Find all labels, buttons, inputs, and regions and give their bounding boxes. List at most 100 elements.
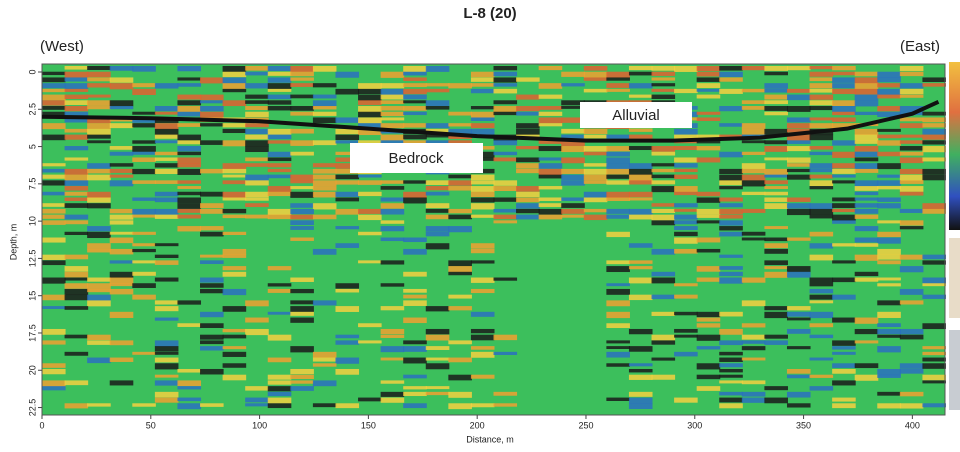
texture bbox=[222, 128, 247, 134]
texture bbox=[809, 288, 834, 294]
texture bbox=[922, 134, 946, 140]
texture bbox=[832, 83, 856, 89]
texture bbox=[109, 100, 134, 107]
texture bbox=[809, 374, 834, 378]
texture bbox=[267, 397, 292, 404]
texture bbox=[606, 168, 630, 175]
texture bbox=[177, 94, 202, 100]
texture bbox=[628, 368, 653, 373]
texture bbox=[764, 397, 788, 404]
texture bbox=[109, 380, 134, 386]
texture bbox=[854, 203, 879, 208]
texture bbox=[290, 77, 314, 81]
x-tick-label: 50 bbox=[146, 420, 156, 430]
texture bbox=[335, 168, 360, 174]
texture bbox=[651, 214, 676, 221]
texture bbox=[606, 340, 630, 344]
texture bbox=[651, 208, 676, 214]
texture bbox=[538, 83, 563, 89]
texture bbox=[42, 174, 66, 179]
texture bbox=[809, 300, 834, 304]
texture bbox=[764, 174, 788, 178]
texture bbox=[696, 386, 721, 391]
texture bbox=[154, 317, 179, 321]
texture bbox=[335, 157, 360, 162]
texture bbox=[606, 351, 630, 358]
texture bbox=[87, 300, 111, 307]
texture bbox=[786, 328, 811, 334]
texture bbox=[267, 83, 292, 89]
texture bbox=[380, 94, 405, 100]
texture bbox=[177, 146, 202, 152]
texture bbox=[132, 66, 156, 72]
texture bbox=[516, 111, 540, 116]
texture bbox=[109, 277, 134, 284]
texture bbox=[403, 357, 427, 364]
texture bbox=[267, 357, 292, 363]
texture bbox=[741, 106, 766, 110]
texture bbox=[651, 186, 676, 193]
texture bbox=[267, 106, 292, 111]
texture bbox=[674, 168, 698, 173]
texture bbox=[628, 328, 653, 335]
texture bbox=[87, 100, 111, 106]
texture bbox=[403, 123, 427, 128]
texture bbox=[854, 94, 879, 101]
texture bbox=[267, 157, 292, 162]
texture bbox=[719, 71, 743, 78]
texture bbox=[470, 180, 495, 185]
texture bbox=[200, 277, 224, 283]
texture bbox=[809, 243, 834, 249]
texture bbox=[561, 117, 585, 123]
texture bbox=[493, 214, 518, 220]
texture bbox=[132, 117, 156, 123]
texture bbox=[109, 163, 134, 167]
texture bbox=[154, 397, 179, 403]
texture bbox=[380, 380, 405, 384]
texture bbox=[809, 123, 834, 129]
texture bbox=[132, 151, 156, 155]
texture bbox=[741, 100, 766, 104]
texture bbox=[493, 83, 518, 87]
texture bbox=[628, 197, 653, 201]
chart-title: L-8 (20) bbox=[463, 5, 516, 22]
texture bbox=[87, 226, 111, 232]
texture bbox=[64, 288, 89, 296]
texture bbox=[425, 334, 450, 341]
texture bbox=[132, 351, 156, 355]
texture bbox=[132, 123, 156, 128]
texture bbox=[651, 294, 676, 300]
texture bbox=[87, 197, 111, 203]
texture bbox=[877, 391, 901, 396]
texture bbox=[651, 203, 676, 207]
texture bbox=[177, 151, 202, 156]
x-tick-label: 0 bbox=[39, 420, 44, 430]
texture bbox=[64, 77, 89, 82]
texture bbox=[335, 403, 360, 409]
texture bbox=[516, 208, 540, 214]
texture bbox=[583, 197, 608, 203]
texture bbox=[854, 226, 879, 232]
texture bbox=[335, 163, 360, 169]
texture bbox=[719, 391, 743, 396]
texture bbox=[832, 403, 856, 409]
texture bbox=[132, 83, 156, 88]
texture bbox=[290, 380, 314, 384]
texture bbox=[109, 231, 134, 235]
texture bbox=[290, 277, 314, 282]
texture bbox=[606, 146, 630, 152]
texture bbox=[358, 123, 382, 129]
texture bbox=[899, 151, 924, 156]
texture bbox=[538, 197, 563, 201]
texture bbox=[877, 277, 901, 281]
texture bbox=[42, 328, 66, 335]
texture bbox=[290, 237, 314, 241]
texture bbox=[606, 214, 630, 219]
texture bbox=[674, 311, 698, 316]
texture bbox=[109, 66, 134, 71]
texture bbox=[312, 117, 337, 124]
texture bbox=[651, 174, 676, 179]
texture bbox=[899, 106, 924, 112]
texture bbox=[786, 203, 811, 209]
texture bbox=[877, 300, 901, 306]
